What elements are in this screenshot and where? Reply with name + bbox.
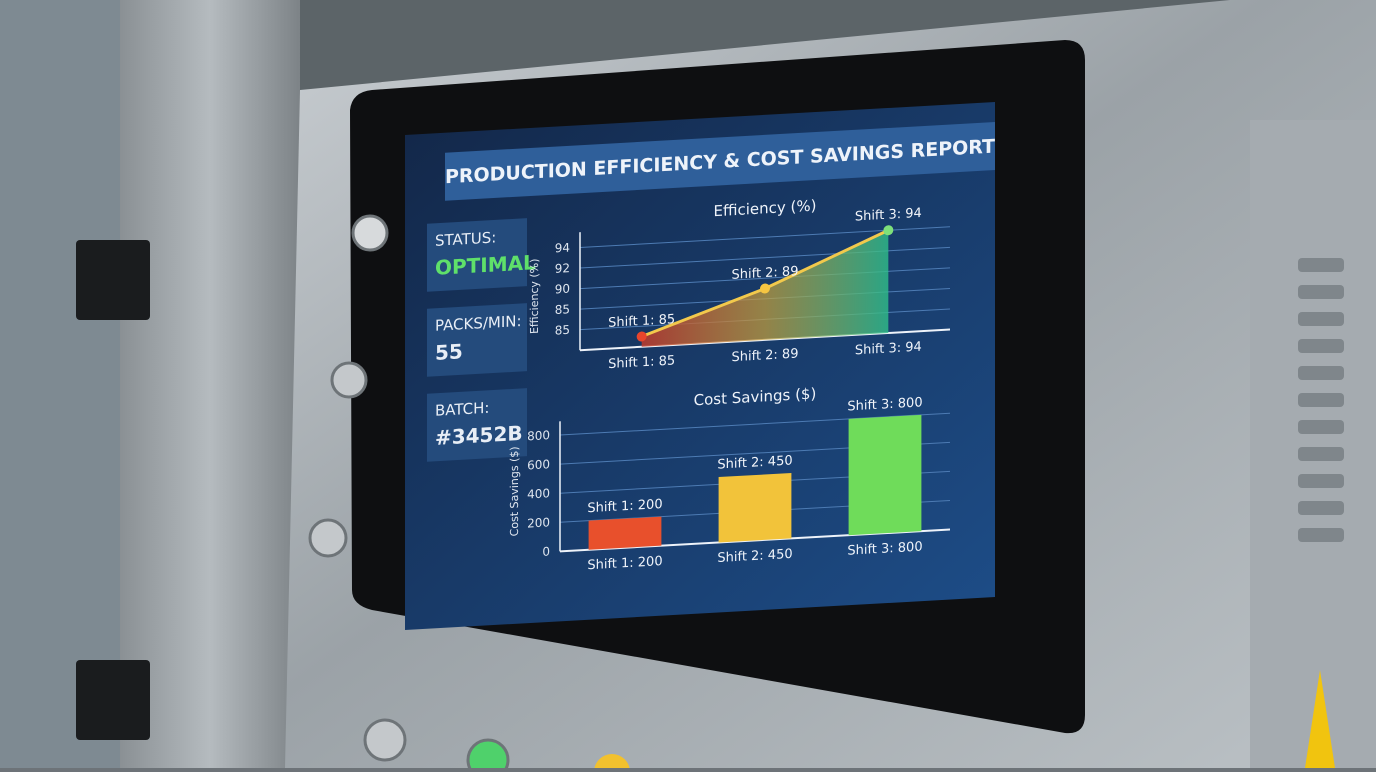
x-tick-label: Shift 3: 800 [847,540,922,559]
x-tick-label: Shift 1: 85 [608,353,675,372]
y-tick-label: 85 [555,302,570,317]
panel-value: OPTIMAL [435,250,536,280]
data-label: Shift 3: 94 [855,206,922,225]
chart: Efficiency (%) Efficiency (%) 85 85 90 92 94 Sh… [528,197,950,372]
status-panel [427,218,527,292]
data-label: Shift 1: 200 [587,497,662,516]
y-tick-label: 200 [527,515,550,530]
data-label: Shift 2: 89 [732,264,799,283]
x-tick-label: Shift 1: 200 [587,554,662,573]
title-bar [445,122,995,201]
louver-slat [1298,528,1344,542]
louver-slat [1298,393,1344,407]
power-button[interactable] [466,738,510,772]
y-tick-label: 600 [527,457,550,472]
louver-slat [1298,285,1344,299]
x-tick-label: Shift 2: 450 [717,547,792,566]
bar [588,516,662,550]
status-panel [427,303,527,377]
point [883,225,894,236]
y-tick-label: 94 [555,241,570,256]
point [760,283,770,294]
point [636,331,647,342]
louvers [1298,258,1344,542]
panel-label: STATUS: [435,228,496,249]
glass-panel [0,0,130,768]
y-tick-label: 90 [555,282,570,297]
x-tick-label: Shift 2: 89 [732,347,799,366]
button[interactable] [363,718,407,762]
hinge [76,660,150,740]
bar [718,472,792,543]
louver-slat [1298,312,1344,326]
data-label: Shift 3: 800 [847,395,922,414]
button[interactable] [308,518,348,558]
panel-value: 55 [435,339,463,365]
button[interactable] [330,361,368,399]
button[interactable] [351,214,389,252]
louver-slat [1298,339,1344,353]
y-tick-label: 92 [555,261,570,276]
chart-title: Efficiency (%) [714,197,817,221]
screen: PRODUCTION EFFICIENCY & COST SAVINGS REP… [405,102,995,630]
warning-sign [1305,670,1335,768]
data-label: Shift 2: 450 [717,453,792,472]
louver-slat [1298,258,1344,272]
louver-slat [1298,366,1344,380]
panel-label: BATCH: [435,399,489,420]
chart: Cost Savings ($)Cost Savings ($)02004006… [508,385,950,573]
y-tick-label: 400 [527,486,550,501]
bar [848,414,922,536]
panel-label: PACKS/MIN: [435,312,522,335]
y-tick-label: 800 [527,428,550,443]
side-panel [1250,120,1376,768]
louver-slat [1298,501,1344,515]
status-panel [427,388,527,462]
y-axis-label: Cost Savings ($) [508,446,521,537]
y-tick-label: 85 [555,323,570,338]
panel-value: #3452B [435,421,523,450]
hinge [76,240,150,320]
data-label: Shift 1: 85 [608,312,675,331]
y-axis-label: Efficiency (%) [528,258,541,334]
louver-slat [1298,420,1344,434]
y-tick-label: 0 [542,544,550,558]
screen-background [405,102,995,630]
louver-slat [1298,474,1344,488]
x-tick-label: Shift 3: 94 [855,340,922,359]
side-frame [120,0,300,768]
louver-slat [1298,447,1344,461]
